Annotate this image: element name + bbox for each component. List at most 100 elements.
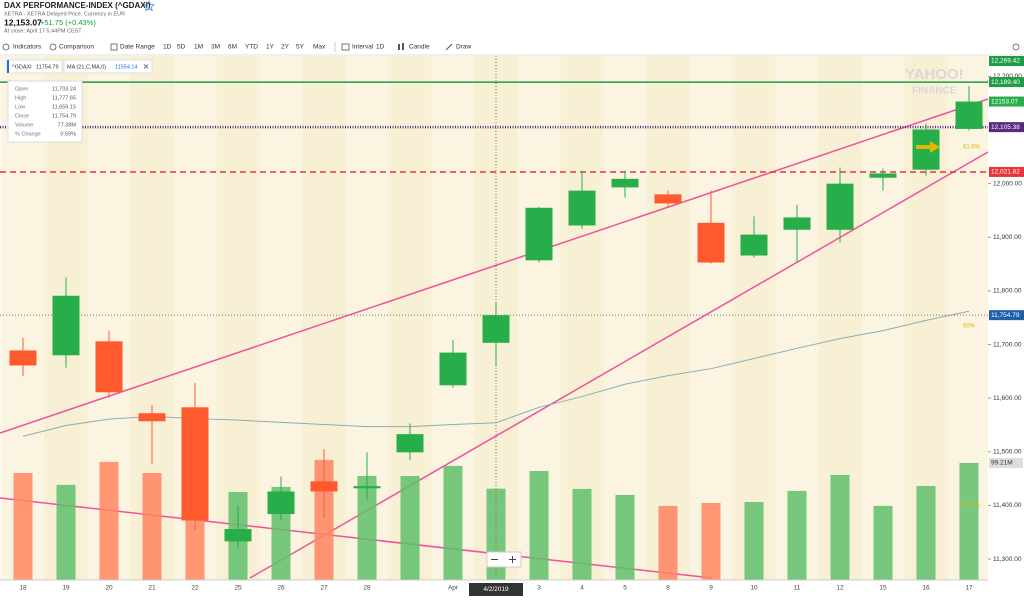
tooltip-value: 11,777.65: [52, 95, 76, 101]
icon: [110, 43, 118, 51]
crosshair-date-tag: [469, 583, 523, 596]
fib-label: 38.2%: [963, 503, 981, 509]
legend-symbol: ^GDAXI: [12, 64, 32, 70]
price-tag-label: 12,269.42: [991, 58, 1020, 65]
volume-tag: [989, 457, 1023, 468]
range-button[interactable]: 5D: [177, 44, 186, 51]
favorite-star[interactable]: [142, 0, 156, 12]
candle-body: [181, 407, 209, 521]
crosshair-tag: [989, 310, 1024, 321]
arrow-annotation: [916, 141, 940, 153]
volume-bar: [13, 472, 33, 580]
x-tick-label: 20: [105, 585, 113, 592]
icon: [341, 43, 350, 51]
volume-bar: [658, 505, 678, 580]
range-button[interactable]: 5Y: [296, 44, 305, 51]
candle-body: [740, 234, 768, 256]
toolbar-button[interactable]: Date Range: [120, 44, 155, 51]
candle-body: [224, 529, 252, 542]
trend-line: [0, 497, 713, 579]
y-tick-label: 11,800.00: [993, 288, 1022, 295]
range-button[interactable]: 3M: [211, 44, 220, 51]
tooltip-label: Close: [15, 113, 29, 119]
day-stripe: [646, 56, 690, 580]
fib-label: 50%: [963, 324, 976, 330]
volume-bar: [400, 475, 420, 580]
x-tick-label: 5: [623, 585, 627, 592]
toolbar-button[interactable]: Draw: [456, 44, 471, 51]
x-tick-label: 15: [879, 585, 887, 592]
toolbar-button[interactable]: Interval: [352, 44, 374, 51]
y-tick-label: 12,000.00: [993, 180, 1022, 187]
fib-label: 61.8%: [963, 145, 981, 151]
x-tick-label: 4: [580, 585, 584, 592]
price-tag: [989, 166, 1024, 177]
close-tag: [989, 96, 1024, 107]
toolbar-button[interactable]: Comparison: [59, 44, 94, 51]
toolbar: Indicators Comparison Date Range 1D 5D 1M 3…: [2, 42, 1020, 52]
volume-bar: [787, 490, 807, 580]
x-tick-label: 4/2/2019: [483, 586, 509, 593]
toolbar-button[interactable]: Indicators: [13, 44, 42, 51]
range-button[interactable]: 6M: [228, 44, 237, 51]
title: DAX PERFORMANCE-INDEX (^GDAXI): [4, 1, 151, 10]
icon: [49, 43, 57, 51]
x-tick-label: 21: [148, 585, 156, 592]
watermark-text: YAHOO!: [905, 66, 964, 83]
tooltip-value: 11,754.79: [52, 113, 76, 119]
x-tick-label: 9: [709, 585, 713, 592]
y-tick-label: 11,300.00: [993, 556, 1022, 563]
x-tick-label: 10: [750, 585, 758, 592]
close-tag-label: 12153.07: [991, 98, 1018, 105]
range-button[interactable]: YTD: [245, 44, 258, 51]
x-tick-label: 19: [62, 585, 70, 592]
volume-bar: [830, 474, 850, 580]
legend: ^GDAXI 11754.79 MA (21,C,MA,0) 11554.14: [6, 59, 153, 74]
x-tick-label: 28: [363, 585, 371, 592]
legend-chip[interactable]: [63, 59, 153, 74]
volume-bar: [744, 502, 764, 580]
candle-body: [482, 315, 510, 343]
close-note: At close: April 17 5:44PM CEST: [4, 28, 82, 34]
candle-body: [697, 222, 725, 263]
range-button[interactable]: 2Y: [281, 44, 290, 51]
remove-button[interactable]: [143, 64, 149, 69]
candle-body: [310, 481, 338, 492]
toolbar-button[interactable]: Candle: [409, 44, 430, 51]
trend-line: [0, 98, 989, 434]
legend-ma-value: 11554.14: [115, 64, 138, 70]
tooltip-rows: Open 11,703.24 High 11,777.65 Low 11,659.15 Cl…: [15, 86, 76, 137]
tooltip-label: Low: [15, 104, 25, 110]
price: 12,153.07: [4, 17, 42, 27]
x-tick-label: 12: [836, 585, 844, 592]
volume-bar: [873, 505, 893, 580]
price-tag: [989, 77, 1024, 88]
volume-tag-label: 99.21M: [991, 460, 1013, 467]
y-tick-label: 12,200.00: [993, 73, 1022, 80]
tooltip-label: Open: [15, 86, 28, 92]
candle-body: [439, 352, 467, 386]
x-tick-label: 17: [965, 585, 973, 592]
tooltip-label: % Change: [15, 131, 41, 137]
price-tag: [989, 122, 1024, 133]
range-button[interactable]: 1D: [163, 44, 172, 51]
range-button[interactable]: Max: [313, 44, 326, 51]
day-stripe: [861, 56, 905, 580]
volume-bar: [142, 472, 162, 580]
volume-bar: [443, 465, 463, 580]
price-tag-label: 12,021.82: [991, 169, 1020, 176]
volume-bar: [357, 475, 377, 580]
toolbar-button[interactable]: 1D: [376, 44, 385, 51]
range-button[interactable]: 1M: [194, 44, 203, 51]
y-tick-label: 11,500.00: [993, 449, 1022, 456]
x-tick-label: 16: [922, 585, 930, 592]
price-tag: [989, 56, 1024, 66]
x-tick-label: 11: [794, 585, 801, 592]
fullscreen-button[interactable]: [1012, 43, 1020, 51]
tooltip-value: 77.38M: [58, 122, 77, 128]
range-button[interactable]: 1Y: [266, 44, 275, 51]
tooltip-label: Volume: [15, 122, 33, 128]
volume-bar: [959, 462, 979, 580]
